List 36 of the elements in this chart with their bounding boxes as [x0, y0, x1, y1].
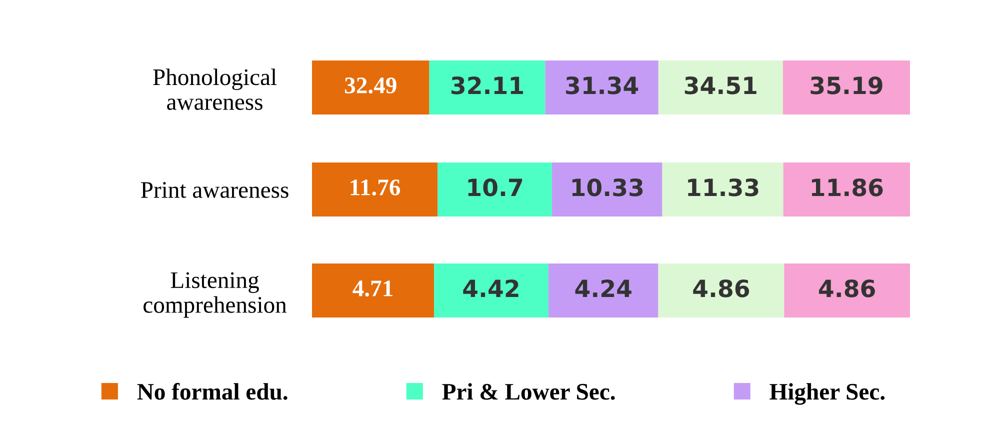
data-label: 11.86 — [812, 178, 883, 196]
bar — [312, 264, 434, 318]
bar — [784, 264, 910, 318]
data-label: 11.76 — [350, 180, 400, 196]
bar — [434, 264, 548, 318]
bar — [312, 162, 438, 216]
bar — [658, 60, 783, 114]
legend-label: Pri & Lower Sec. — [442, 383, 615, 400]
bar — [783, 162, 910, 216]
bar — [438, 162, 552, 216]
data-label: 4.24 — [575, 279, 632, 298]
bar — [545, 60, 658, 114]
y-tick-label: Print awareness — [141, 182, 288, 198]
data-label: 4.86 — [693, 279, 750, 298]
data-label: 10.33 — [572, 178, 643, 196]
bar — [782, 60, 910, 114]
data-label: 4.71 — [352, 280, 392, 297]
data-label: 4.42 — [463, 279, 518, 298]
data-label: 34.51 — [684, 76, 756, 94]
data-label: 11.33 — [688, 178, 758, 196]
data-label: 32.11 — [451, 76, 523, 94]
legend-label: Higher Sec. — [770, 383, 885, 405]
bar — [548, 264, 658, 318]
data-label: 35.19 — [810, 76, 882, 94]
bar — [662, 162, 784, 216]
data-label: 10.7 — [468, 178, 522, 196]
data-label: 32.49 — [344, 78, 396, 94]
data-label: 31.34 — [566, 76, 638, 94]
bar — [552, 162, 662, 216]
bar — [312, 60, 430, 114]
y-tick-label: Listening comprehension — [144, 272, 287, 318]
legend-label: No formal edu. — [137, 382, 288, 400]
bar — [658, 264, 784, 318]
data-label: 4.86 — [819, 279, 875, 298]
bar — [429, 60, 546, 114]
y-tick-label: Phonological awareness — [153, 68, 277, 110]
